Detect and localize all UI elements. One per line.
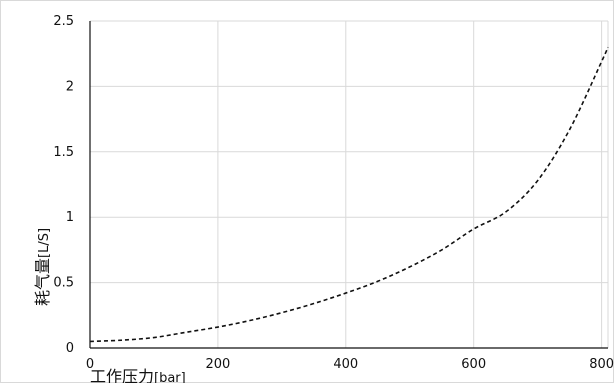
y-axis-title-text: 耗气量	[33, 258, 52, 306]
y-tick-label: 2	[66, 79, 74, 94]
grid-lines	[90, 20, 609, 348]
axes	[89, 21, 608, 349]
x-tick-label: 400	[333, 357, 358, 372]
y-axis-title-unit: [L/S]	[37, 228, 52, 258]
y-tick-label: 0	[66, 341, 74, 356]
x-axis-title-unit: [bar]	[154, 371, 186, 383]
x-tick-label: 800	[589, 357, 614, 372]
series-line	[89, 46, 609, 343]
y-tick-label: 2.5	[53, 14, 74, 29]
x-tick-label: 200	[205, 357, 230, 372]
y-tick-label: 0.5	[53, 276, 74, 291]
y-tick-label: 1	[66, 210, 74, 225]
y-tick-label: 1.5	[53, 145, 74, 160]
x-axis-title: 工作压力[bar]	[90, 367, 186, 383]
y-tick-labels: 0 0.5 1 1.5 2 2.5	[53, 14, 74, 356]
x-tick-labels: 0 200 400 600 800	[86, 357, 614, 372]
x-tick-label: 600	[461, 357, 486, 372]
x-tick-label: 0	[86, 357, 94, 372]
x-axis-title-text: 工作压力	[90, 367, 154, 383]
y-axis-title: 耗气量[L/S]	[33, 228, 52, 306]
